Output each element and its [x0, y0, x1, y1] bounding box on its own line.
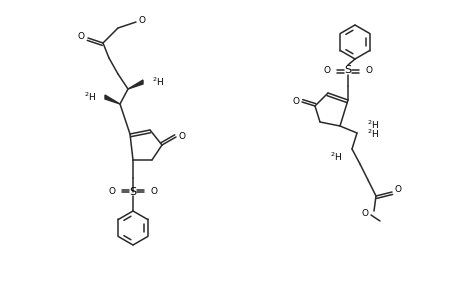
- Text: O: O: [178, 131, 185, 140]
- Text: O: O: [323, 65, 330, 74]
- Text: $\mathregular{^{2}}$H: $\mathregular{^{2}}$H: [84, 91, 96, 103]
- Text: $\mathregular{^{2}}$H: $\mathregular{^{2}}$H: [366, 119, 378, 131]
- Text: O: O: [292, 97, 299, 106]
- Text: O: O: [138, 16, 145, 25]
- Text: O: O: [108, 188, 115, 196]
- Text: $\mathregular{^{2}}$H: $\mathregular{^{2}}$H: [366, 128, 378, 140]
- Text: O: O: [150, 188, 157, 196]
- Text: $\mathregular{^{2}}$H: $\mathregular{^{2}}$H: [329, 151, 341, 163]
- Text: O: O: [394, 185, 401, 194]
- Text: S: S: [344, 65, 351, 75]
- Text: $\mathregular{^{2}}$H: $\mathregular{^{2}}$H: [151, 76, 164, 88]
- Text: O: O: [365, 65, 372, 74]
- Polygon shape: [128, 80, 143, 89]
- Text: S: S: [129, 187, 136, 197]
- Polygon shape: [105, 95, 120, 104]
- Text: O: O: [77, 32, 84, 40]
- Text: O: O: [361, 208, 368, 217]
